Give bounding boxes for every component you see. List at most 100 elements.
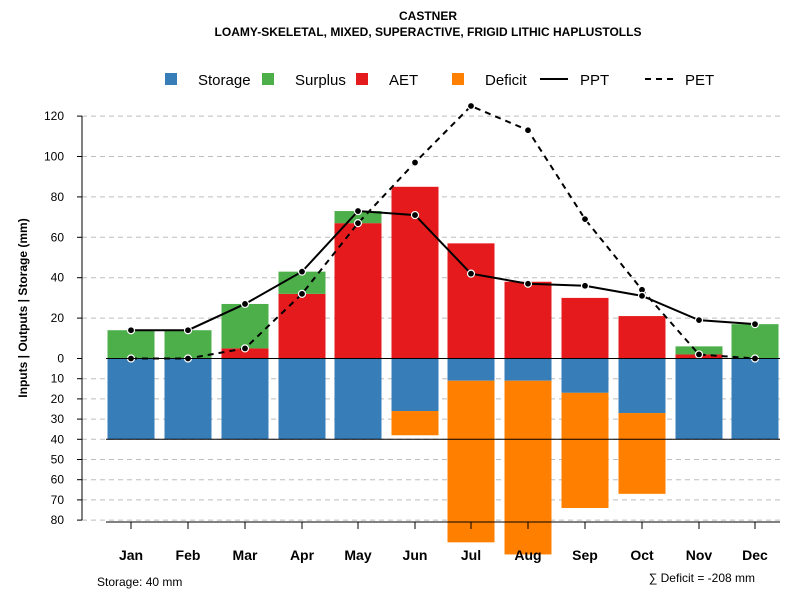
y-tick-label: 70 bbox=[51, 493, 65, 507]
legend: Storage Surplus AET Deficit PPT PET bbox=[165, 72, 714, 89]
x-tick-label-jun: Jun bbox=[403, 547, 428, 563]
legend-swatch-deficit bbox=[452, 73, 464, 85]
legend-label-pet: PET bbox=[685, 72, 714, 89]
pet-point-sep bbox=[580, 215, 590, 224]
y-tick-label: 20 bbox=[51, 392, 65, 406]
aet-bar-mar bbox=[221, 348, 269, 359]
storage-bar-jan bbox=[107, 358, 155, 440]
x-tick-label-jul: Jul bbox=[461, 547, 481, 563]
surplus-bar-feb bbox=[164, 330, 212, 359]
ppt-point-oct bbox=[637, 291, 647, 300]
legend-label-ppt: PPT bbox=[580, 72, 609, 89]
x-tick-label-sep: Sep bbox=[572, 547, 598, 563]
deficit-total: ∑ Deficit = -208 mm bbox=[649, 571, 755, 585]
y-tick-label: 30 bbox=[51, 412, 65, 426]
legend-label-aet: AET bbox=[389, 72, 418, 89]
x-tick-label-feb: Feb bbox=[176, 547, 201, 563]
aet-bar-oct bbox=[618, 316, 666, 359]
ppt-point-nov bbox=[694, 316, 704, 325]
x-tick-label-aug: Aug bbox=[514, 547, 541, 563]
pet-point-aug bbox=[523, 126, 533, 135]
y-tick-label: 40 bbox=[51, 432, 65, 446]
x-tick-label-dec: Dec bbox=[742, 547, 768, 563]
surplus-bar-jan bbox=[107, 330, 155, 359]
y-tick-label: 40 bbox=[51, 271, 65, 285]
ppt-point-dec bbox=[750, 320, 760, 329]
ppt-point-jan bbox=[126, 326, 136, 335]
pet-point-jun bbox=[410, 158, 420, 167]
x-tick-label-jan: Jan bbox=[119, 547, 143, 563]
ppt-point-apr bbox=[297, 267, 307, 276]
legend-item-pet: PET bbox=[645, 72, 714, 89]
legend-item-deficit: Deficit bbox=[452, 72, 528, 89]
deficit-bar-oct bbox=[618, 413, 666, 494]
ppt-point-jun bbox=[410, 210, 420, 220]
pet-point-jul bbox=[466, 101, 476, 111]
y-tick-label: 100 bbox=[44, 150, 64, 164]
deficit-bar-sep bbox=[561, 392, 609, 508]
storage-bar-mar bbox=[221, 358, 269, 440]
y-axis-label: Inputs | Outputs | Storage (mm) bbox=[16, 218, 30, 397]
pet-point-apr bbox=[297, 289, 307, 298]
legend-label-storage: Storage bbox=[198, 72, 251, 89]
aet-bar-aug bbox=[504, 281, 552, 359]
chart-subtitle: LOAMY-SKELETAL, MIXED, SUPERACTIVE, FRIG… bbox=[215, 25, 642, 39]
legend-item-storage: Storage bbox=[165, 72, 251, 89]
legend-label-surplus: Surplus bbox=[295, 72, 346, 89]
surplus-bar-dec bbox=[731, 324, 779, 359]
legend-swatch-aet bbox=[356, 73, 368, 85]
legend-swatch-surplus bbox=[262, 73, 274, 85]
storage-bar-nov bbox=[675, 358, 723, 440]
y-tick-label: 60 bbox=[51, 230, 65, 244]
bar-layer bbox=[107, 186, 779, 555]
y-tick-label: 0 bbox=[57, 352, 64, 366]
deficit-bar-jun bbox=[391, 411, 439, 436]
aet-bar-jul bbox=[447, 243, 495, 359]
ppt-point-feb bbox=[183, 326, 193, 335]
legend-item-surplus: Surplus bbox=[262, 72, 346, 89]
storage-bar-apr bbox=[278, 358, 326, 440]
x-tick-label-nov: Nov bbox=[686, 547, 713, 563]
x-tick-label-may: May bbox=[344, 547, 371, 563]
storage-note: Storage: 40 mm bbox=[97, 575, 182, 589]
aet-bar-sep bbox=[561, 297, 609, 359]
pet-point-nov bbox=[694, 350, 704, 359]
x-tick-label-mar: Mar bbox=[233, 547, 258, 563]
storage-bar-sep bbox=[561, 358, 609, 393]
storage-bar-jun bbox=[391, 358, 439, 412]
legend-swatch-storage bbox=[165, 73, 177, 85]
aet-bar-apr bbox=[278, 293, 326, 359]
y-tick-label: 80 bbox=[51, 513, 65, 527]
legend-item-ppt: PPT bbox=[540, 72, 609, 89]
x-tick-label-oct: Oct bbox=[630, 547, 654, 563]
aet-bar-may bbox=[334, 223, 382, 359]
y-tick-label: 50 bbox=[51, 453, 65, 467]
storage-bar-oct bbox=[618, 358, 666, 414]
ppt-point-mar bbox=[240, 299, 250, 309]
pet-point-mar bbox=[240, 344, 250, 353]
chart-title: CASTNER bbox=[399, 9, 457, 23]
deficit-bar-jul bbox=[447, 380, 495, 543]
storage-bar-jul bbox=[447, 358, 495, 381]
ppt-point-sep bbox=[580, 281, 590, 290]
legend-item-aet: AET bbox=[356, 72, 418, 89]
y-tick-label: 10 bbox=[51, 372, 65, 386]
y-tick-label: 20 bbox=[51, 311, 65, 325]
surplus-bar-may bbox=[334, 211, 382, 224]
ppt-point-may bbox=[353, 206, 363, 216]
y-tick-label: 80 bbox=[51, 190, 65, 204]
storage-bar-feb bbox=[164, 358, 212, 440]
x-tick-label-apr: Apr bbox=[290, 547, 315, 563]
ppt-point-aug bbox=[523, 279, 533, 288]
storage-bar-dec bbox=[731, 358, 779, 440]
ppt-line bbox=[131, 210, 756, 332]
pet-point-may bbox=[353, 219, 363, 228]
legend-label-deficit: Deficit bbox=[485, 72, 528, 89]
y-tick-label: 120 bbox=[44, 109, 64, 123]
axis-layer: 120 100 80 60 40 20 0 10 20 30 40 50 60 70 80 Jan Feb Mar… bbox=[44, 109, 780, 563]
storage-bar-may bbox=[334, 358, 382, 440]
ppt-point-jul bbox=[466, 269, 476, 278]
storage-bar-aug bbox=[504, 358, 552, 381]
